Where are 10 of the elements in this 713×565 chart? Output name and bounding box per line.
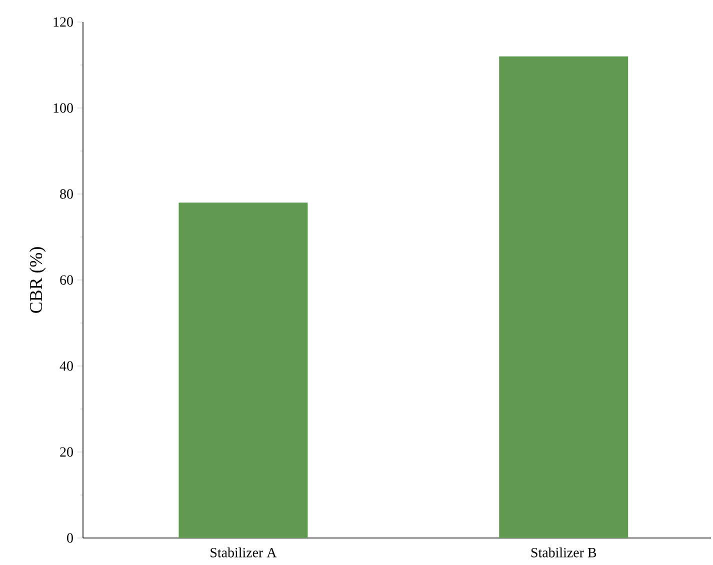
y-tick-label: 120 [54, 17, 73, 27]
y-tick-label: 0 [67, 533, 73, 543]
y-tick-label: 60 [60, 275, 73, 285]
y-axis-title: CBR (%) [29, 247, 46, 313]
x-tick-label: Stabilizer B [531, 548, 596, 558]
y-tick-label: 40 [60, 361, 73, 371]
y-tick-label: 20 [60, 447, 73, 457]
y-tick-label: 80 [60, 189, 73, 199]
y-tick-label: 100 [54, 103, 73, 113]
x-tick-label: Stabilizer A [210, 548, 277, 558]
